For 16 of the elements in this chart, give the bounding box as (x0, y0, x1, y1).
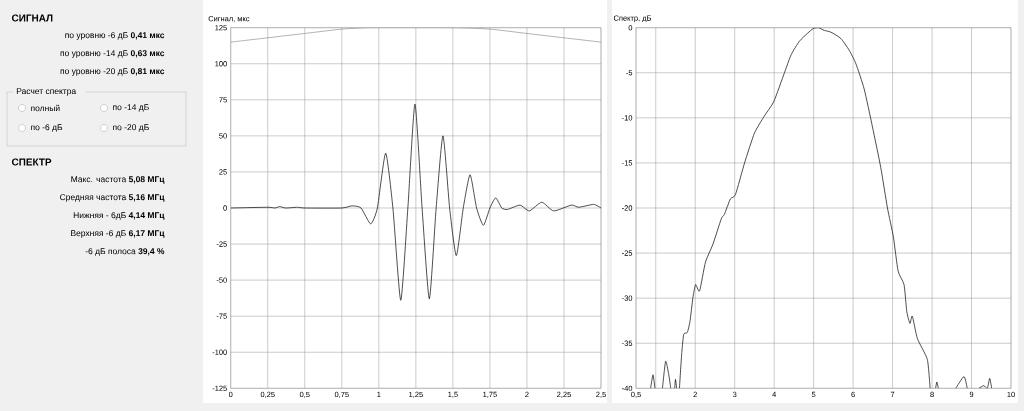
text: Верхняя -6 дБ 6,17 МГц (71, 230, 165, 238)
text: Расчет спектра (16, 88, 77, 96)
text: по -20 дБ (113, 124, 149, 132)
text: по -14 дБ (113, 104, 149, 112)
text: полный (31, 104, 60, 112)
text: по уровню -6 дБ 0,41 мкс (65, 32, 165, 40)
line-series (230, 103, 602, 301)
text: Макс. частота 5,08 МГц (71, 176, 165, 184)
text: Нижняя - 6дБ 4,14 МГц (73, 212, 165, 220)
text: по уровню -14 дБ 0,63 мкс (60, 50, 165, 58)
text: -6 дБ полоса 39,4 % (85, 248, 165, 256)
text: Средняя частота 5,16 МГц (60, 194, 165, 202)
text: по уровню -20 дБ 0,81 мкс (60, 68, 165, 76)
text: по -6 дБ (31, 124, 63, 132)
text: СИГНАЛ (11, 14, 53, 22)
text: СПЕКТР (11, 158, 52, 166)
